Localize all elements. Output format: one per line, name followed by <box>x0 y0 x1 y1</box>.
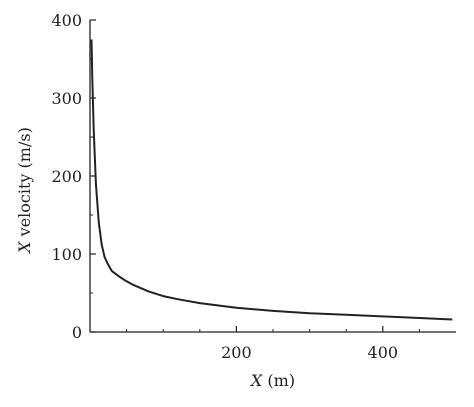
x-tick-label: 200 <box>221 343 252 362</box>
x-axis-title-variable: X <box>249 371 263 390</box>
y-tick-label: 0 <box>72 323 82 342</box>
y-tick-label: 400 <box>51 11 82 30</box>
y-tick-label: 100 <box>51 245 82 264</box>
y-tick-label: 300 <box>51 89 82 108</box>
x-axis-title: X (m) <box>249 371 295 390</box>
series-line <box>90 39 453 321</box>
y-axis-title-variable: X <box>15 241 34 255</box>
y-axis-title-unit: velocity (m/s) <box>15 127 34 241</box>
y-tick-label: 200 <box>51 167 82 186</box>
svg-text:X velocity (m/s): X velocity (m/s) <box>15 127 34 255</box>
x-tick-label: 400 <box>368 343 399 362</box>
plot-area: 0 100 200 300 400 200 400 <box>51 11 456 362</box>
x-axis-title-unit: (m) <box>262 371 295 390</box>
y-axis-title: X velocity (m/s) <box>15 127 34 255</box>
